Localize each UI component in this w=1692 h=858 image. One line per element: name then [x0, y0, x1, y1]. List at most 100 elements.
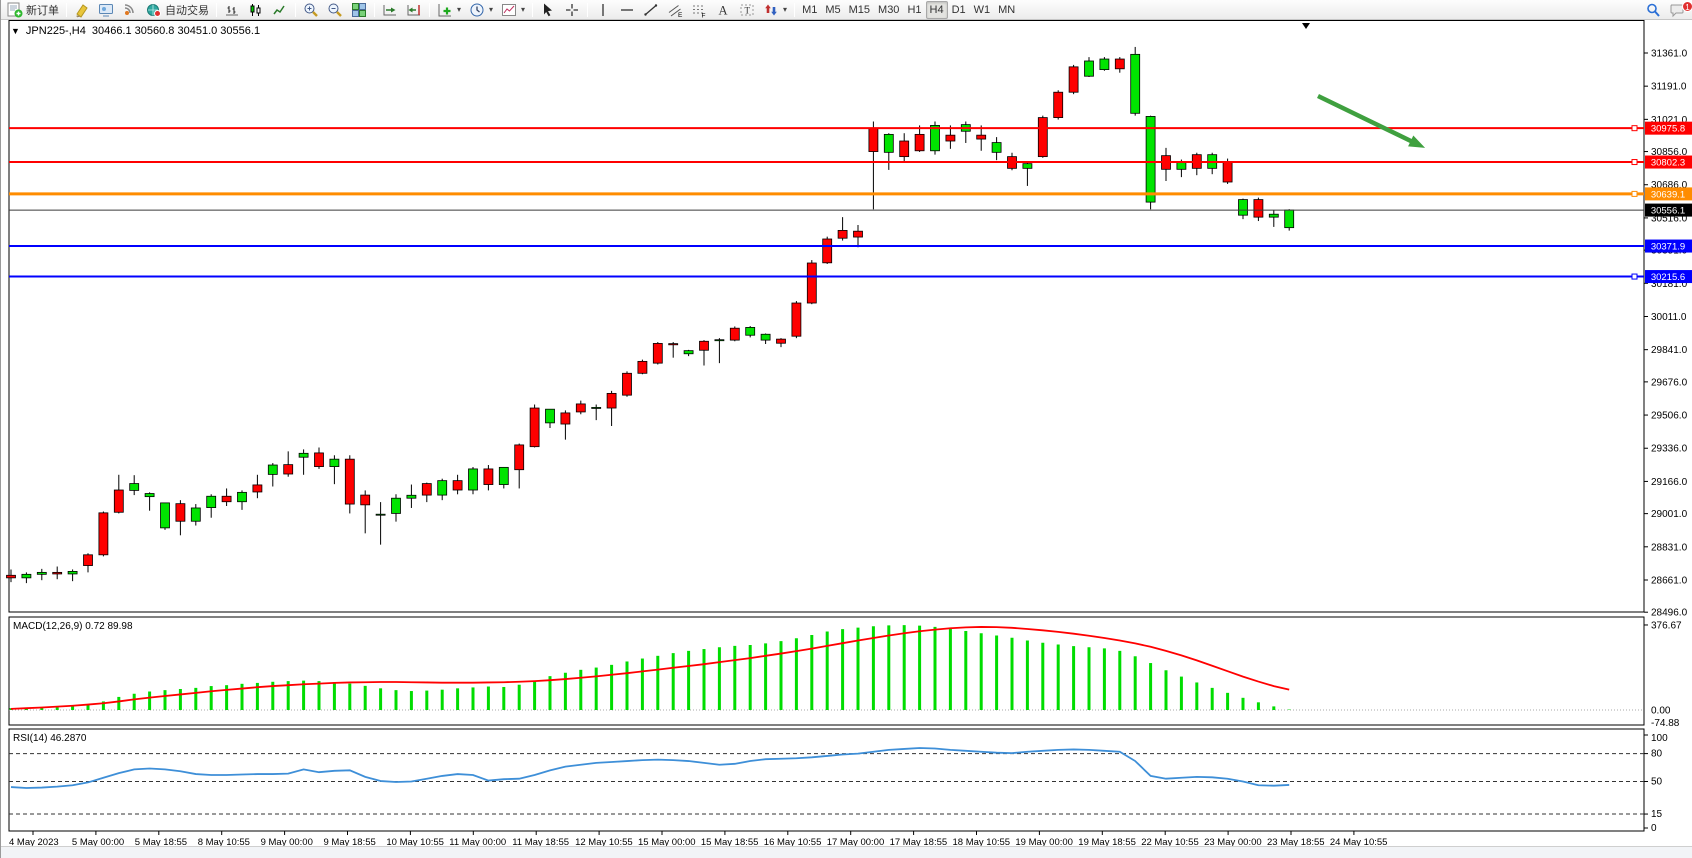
svg-text:29001.0: 29001.0 — [1651, 509, 1688, 520]
rsi-panel[interactable] — [8, 728, 1645, 832]
text-label-button[interactable]: T — [735, 1, 759, 19]
candle-body — [267, 464, 278, 475]
styler-button[interactable] — [70, 1, 94, 19]
timeframe-d1[interactable]: D1 — [948, 1, 970, 19]
trend-arrow[interactable] — [1317, 93, 1426, 148]
chart-shift-button[interactable] — [402, 1, 426, 19]
new-order-button[interactable]: 新订单 — [3, 1, 63, 19]
level-line-30556.1[interactable]: 30556.1 — [9, 203, 1692, 217]
svg-text:30686.0: 30686.0 — [1651, 180, 1688, 191]
svg-text:19 May 00:00: 19 May 00:00 — [1015, 837, 1073, 846]
timeframe-mn[interactable]: MN — [994, 1, 1019, 19]
chevron-down-icon[interactable]: ▼ — [11, 26, 20, 36]
label-icon: T — [739, 2, 755, 18]
candle-body — [622, 372, 632, 396]
chart-svg[interactable]: 31361.0 31191.0 31021.0 30856.0 30686.0 30516… — [1, 20, 1692, 846]
crosshair-button[interactable] — [560, 1, 584, 19]
svg-text:30556.1: 30556.1 — [1651, 206, 1685, 217]
svg-text:19 May 18:55: 19 May 18:55 — [1078, 837, 1136, 846]
equidistant-channel-button[interactable]: E — [663, 1, 687, 19]
candle-body — [6, 574, 16, 579]
timeframe-m1[interactable]: M1 — [798, 1, 821, 19]
macd-indicator: 376.67 0.00-74.88 MACD(12,26,9) 0.72 89.98 — [9, 620, 1682, 729]
zoom-in-button[interactable] — [299, 1, 323, 19]
svg-text:28661.0: 28661.0 — [1651, 575, 1688, 586]
toolbar-group-1: 自动交易 — [70, 0, 213, 20]
candle-body — [1037, 117, 1048, 158]
auto-scroll-button[interactable] — [378, 1, 402, 19]
signals-icon — [122, 2, 138, 18]
candle-body — [822, 238, 833, 264]
svg-text:-74.88: -74.88 — [1651, 718, 1680, 729]
candle-body — [437, 480, 448, 496]
timeframe-m5[interactable]: M5 — [821, 1, 844, 19]
level-line-30215.6[interactable]: 30215.6 — [9, 270, 1692, 284]
candle-body — [806, 262, 817, 304]
timeframe-m30[interactable]: M30 — [874, 1, 903, 19]
tile-windows-icon — [351, 2, 367, 18]
chart-shift-marker[interactable] — [1302, 23, 1310, 29]
shapes-icon — [763, 2, 779, 18]
autotrading-button[interactable]: 自动交易 — [142, 1, 213, 19]
candle-body — [175, 503, 186, 522]
svg-text:4 May 2023: 4 May 2023 — [9, 837, 59, 846]
timeframe-w1[interactable]: W1 — [970, 1, 995, 19]
candle-body — [776, 338, 786, 344]
text-button[interactable]: A — [711, 1, 735, 19]
candle-body — [668, 343, 679, 346]
trendline-button[interactable] — [639, 1, 663, 19]
line-chart-button[interactable] — [268, 1, 292, 19]
svg-text:15: 15 — [1651, 809, 1663, 820]
svg-text:11 May 18:55: 11 May 18:55 — [512, 837, 569, 846]
fibonacci-button[interactable]: F — [687, 1, 711, 19]
candle-body — [1130, 53, 1141, 114]
autotrading-button-label: 自动交易 — [165, 4, 209, 17]
chevron-down-icon: ▾ — [783, 5, 788, 14]
main-panel[interactable] — [8, 20, 1645, 613]
line-chart-icon — [272, 2, 288, 18]
indicators-button[interactable]: ▾ — [433, 1, 465, 19]
zoom-out-button[interactable] — [323, 1, 347, 19]
search-button[interactable] — [1641, 1, 1665, 19]
candle-body — [498, 466, 509, 485]
tile-windows-button[interactable] — [347, 1, 371, 19]
candlestick-chart-button[interactable] — [244, 1, 268, 19]
svg-text:23 May 00:00: 23 May 00:00 — [1204, 837, 1262, 846]
chart-title: ▼ JPN225-,H4 30466.1 30560.8 30451.0 305… — [11, 25, 260, 37]
timeframe-h1[interactable]: H1 — [903, 1, 925, 19]
candle-body — [683, 350, 694, 355]
cursor-button[interactable] — [536, 1, 560, 19]
templates-button[interactable]: ▾ — [497, 1, 529, 19]
bar-chart-button[interactable] — [220, 1, 244, 19]
level-line-30802.3[interactable]: 30802.3 — [9, 155, 1692, 169]
new-order-button-label: 新订单 — [26, 4, 59, 17]
periods-button[interactable]: ▾ — [465, 1, 497, 19]
chart-window[interactable]: 31361.0 31191.0 31021.0 30856.0 30686.0 30516… — [1, 20, 1692, 846]
timeframe-m15[interactable]: M15 — [845, 1, 874, 19]
level-line-30975.8[interactable]: 30975.8 — [9, 121, 1692, 135]
svg-text:9 May 18:55: 9 May 18:55 — [324, 837, 376, 846]
market-watch-button[interactable] — [94, 1, 118, 19]
price-tag — [1645, 203, 1692, 217]
new-order-icon — [7, 2, 23, 18]
candle-body — [36, 571, 47, 575]
timeframe-h4[interactable]: H4 — [925, 0, 948, 19]
toolbar-group-3 — [299, 0, 371, 20]
macd-label: MACD(12,26,9) 0.72 89.98 — [13, 621, 133, 632]
chevron-down-icon: ▾ — [457, 5, 462, 14]
arrows-button[interactable]: ▾ — [759, 1, 791, 19]
level-line-30639.1[interactable]: 30639.1 — [9, 187, 1692, 201]
horizontal-line-button[interactable] — [615, 1, 639, 19]
toolbar-group-0: 新订单 — [3, 0, 63, 20]
bar-chart-icon — [224, 2, 240, 18]
signals-button[interactable] — [118, 1, 142, 19]
macd-signal-line — [10, 626, 1290, 710]
vertical-line-button[interactable] — [591, 1, 615, 19]
candle-body — [206, 495, 217, 508]
level-line-30371.9[interactable]: 30371.9 — [9, 239, 1692, 253]
candle-body — [1053, 91, 1064, 118]
svg-text:24 May 10:55: 24 May 10:55 — [1330, 837, 1388, 846]
candle-body — [452, 480, 463, 491]
candle-body — [1145, 116, 1156, 203]
time-axis[interactable]: 4 May 2023 5 May 00:00 5 May 18:55 8 May 10… — [9, 831, 1387, 846]
